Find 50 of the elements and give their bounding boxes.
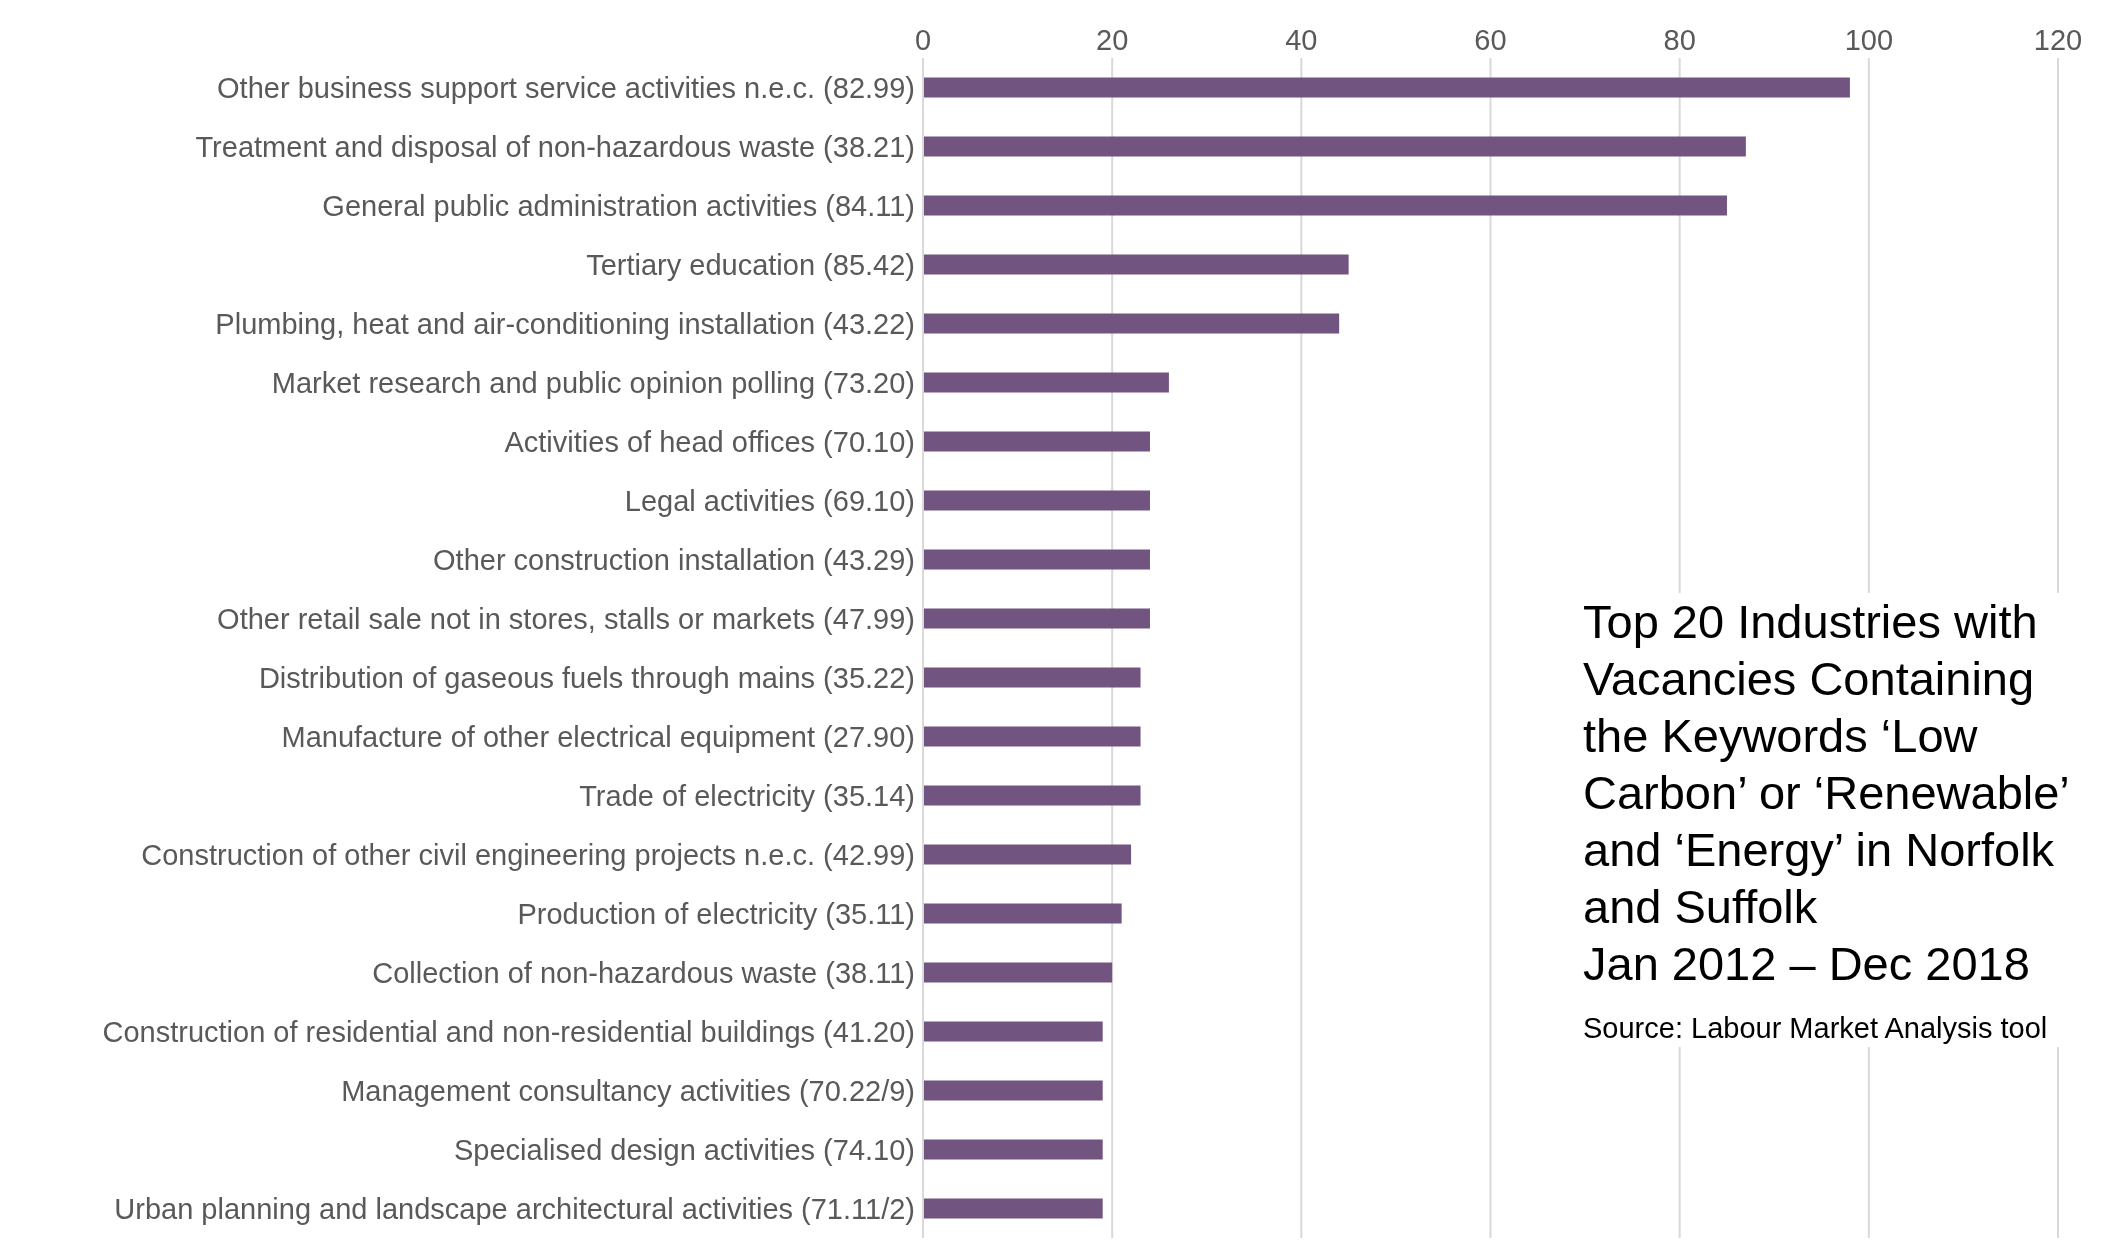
bar xyxy=(923,431,1150,452)
y-tick-label: General public administration activities (84.11) xyxy=(322,189,915,222)
bar xyxy=(923,1021,1103,1042)
bar xyxy=(923,667,1141,688)
bar xyxy=(923,490,1150,511)
y-tick-label: Trade of electricity (35.14) xyxy=(579,779,915,812)
y-tick-label: Management consultancy activities (70.22/9) xyxy=(341,1074,915,1107)
bar xyxy=(923,726,1141,747)
bar xyxy=(923,608,1150,629)
bar xyxy=(923,372,1169,393)
annotation: Source: Labour Market Analysis tool xyxy=(1583,1011,2049,1046)
text: Jan 2012 – Dec 2018 xyxy=(1583,936,2031,992)
y-tick-label: Construction of other civil engineering projects n.e.c. (42.99) xyxy=(141,838,915,871)
y-tick-label: Production of electricity (35.11) xyxy=(517,897,915,930)
x-tick-label: 20 xyxy=(1096,24,1129,56)
y-tick-label: Activities of head offices (70.10) xyxy=(504,425,915,458)
y-tick-label: Other business support service activities n.e.c. (82.99) xyxy=(217,71,915,104)
x-tick-label: 40 xyxy=(1285,24,1318,56)
x-tick-label: 80 xyxy=(1663,24,1696,56)
y-tick-label: Treatment and disposal of non-hazardous waste (38.21) xyxy=(195,130,915,163)
y-tick-label: Collection of non-hazardous waste (38.11) xyxy=(372,956,915,989)
x-tick-label: 100 xyxy=(1844,24,1894,56)
bar xyxy=(923,77,1850,98)
y-tick-label: Tertiary education (85.42) xyxy=(586,248,915,281)
x-tick-label: 120 xyxy=(2033,24,2083,56)
bar xyxy=(923,962,1113,983)
bar xyxy=(923,844,1132,865)
y-tick-label: Other construction installation (43.29) xyxy=(433,543,915,576)
bar xyxy=(923,313,1340,334)
y-tick-label: Construction of residential and non-residential buildings (41.20) xyxy=(102,1015,915,1048)
x-tick-label: 0 xyxy=(914,24,932,56)
bar xyxy=(923,136,1746,157)
bar xyxy=(923,1139,1103,1160)
text: Top 20 Industries with Vacancies Containing the Keywords ‘Low Carbon’ or ‘Renewable’ and ‘Energy’ in Norfolk and Suffolk xyxy=(1583,594,2070,935)
y-tick-label: Urban planning and landscape architectural activities (71.11/2) xyxy=(114,1192,915,1225)
y-tick-label: Plumbing, heat and air-conditioning installation (43.22) xyxy=(215,307,915,340)
y-tick-label: Specialised design activities (74.10) xyxy=(453,1133,915,1166)
bar xyxy=(923,254,1349,275)
y-tick-label: Manufacture of other electrical equipment (27.90) xyxy=(281,720,915,753)
bar xyxy=(923,1198,1103,1219)
y-tick-label: Distribution of gaseous fuels through mains (35.22) xyxy=(258,661,915,694)
bar xyxy=(923,785,1141,806)
x-tick-label: 60 xyxy=(1474,24,1507,56)
bar xyxy=(923,549,1150,570)
bar xyxy=(923,903,1122,924)
bar xyxy=(923,195,1727,216)
y-tick-label: Market research and public opinion polling (73.20) xyxy=(271,366,915,399)
y-tick-label: Other retail sale not in stores, stalls or markets (47.99) xyxy=(217,602,915,635)
y-tick-label: Legal activities (69.10) xyxy=(624,484,915,517)
bar xyxy=(923,1080,1103,1101)
